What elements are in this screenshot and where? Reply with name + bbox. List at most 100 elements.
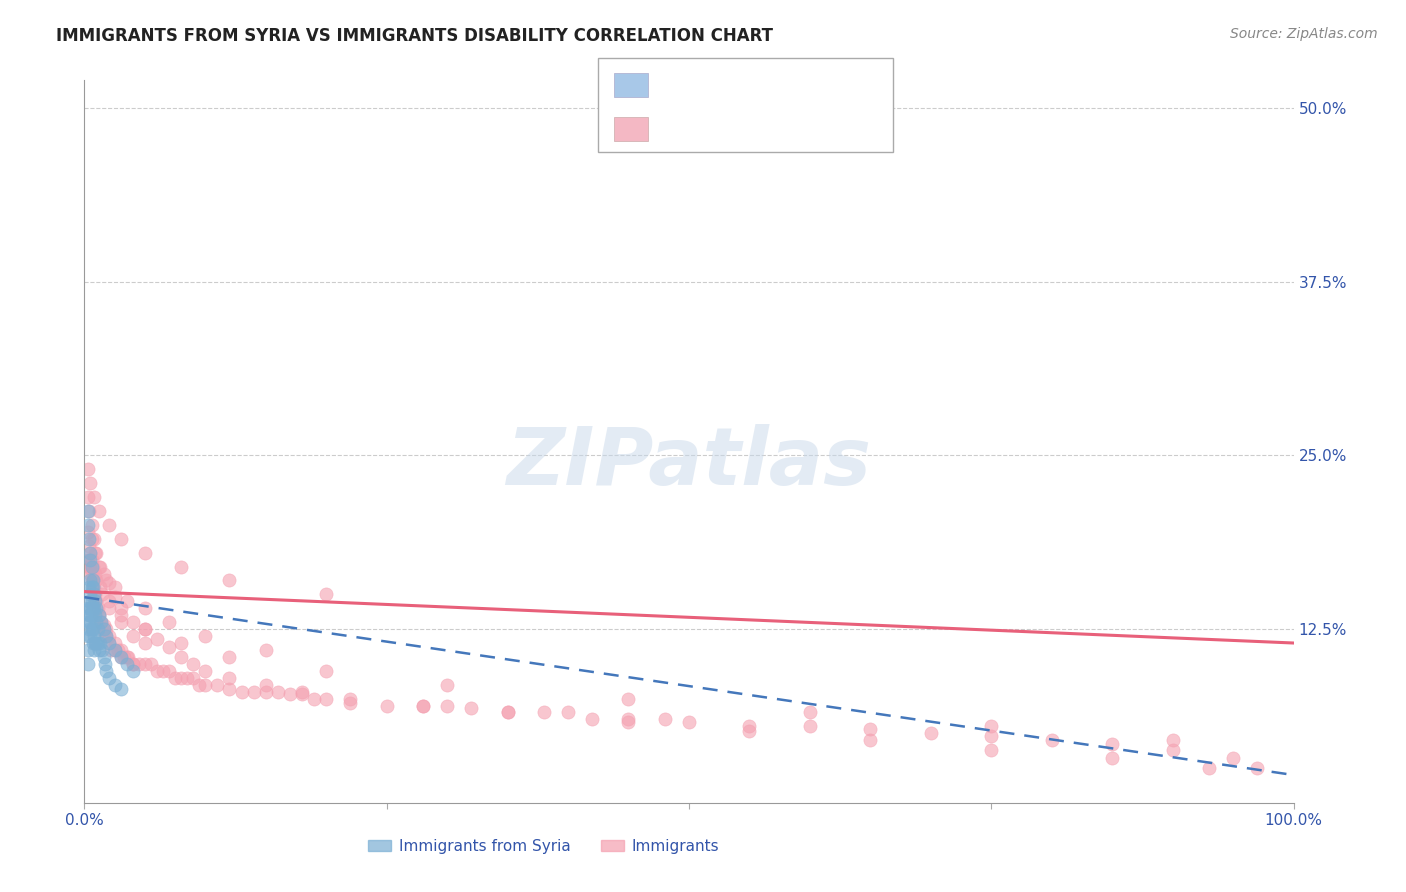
Point bbox=[107, 643, 129, 657]
Point bbox=[104, 643, 127, 657]
Point bbox=[77, 552, 100, 566]
Point bbox=[1222, 751, 1244, 765]
Point bbox=[218, 681, 240, 696]
Point bbox=[617, 715, 640, 730]
Point bbox=[738, 723, 761, 738]
Point bbox=[678, 715, 700, 730]
Legend: Immigrants from Syria, Immigrants: Immigrants from Syria, Immigrants bbox=[363, 833, 725, 860]
Point bbox=[146, 664, 169, 678]
Point bbox=[94, 657, 117, 671]
Text: 61: 61 bbox=[782, 78, 803, 92]
Point bbox=[83, 643, 105, 657]
Point bbox=[104, 678, 127, 692]
Point bbox=[91, 587, 114, 601]
Point bbox=[157, 615, 180, 630]
Point bbox=[91, 643, 114, 657]
Point bbox=[231, 684, 253, 698]
Point bbox=[77, 552, 100, 566]
Text: R =: R = bbox=[654, 78, 688, 92]
Point bbox=[89, 615, 111, 630]
Point bbox=[920, 726, 942, 740]
Point bbox=[89, 636, 111, 650]
Point bbox=[86, 574, 108, 588]
Point bbox=[97, 671, 120, 685]
Point bbox=[77, 615, 100, 630]
Point bbox=[1101, 751, 1123, 765]
Point bbox=[79, 608, 101, 623]
Point bbox=[82, 581, 104, 595]
Point bbox=[80, 517, 103, 532]
Point bbox=[86, 594, 108, 608]
Point bbox=[82, 574, 104, 588]
Point bbox=[1161, 733, 1184, 747]
Point bbox=[799, 719, 821, 733]
Point bbox=[77, 539, 100, 553]
Point bbox=[139, 657, 162, 671]
Point bbox=[100, 643, 122, 657]
Text: ZIPatlas: ZIPatlas bbox=[506, 425, 872, 502]
Point bbox=[84, 636, 107, 650]
Text: N =: N = bbox=[742, 78, 776, 92]
Point bbox=[315, 664, 337, 678]
Point bbox=[104, 636, 127, 650]
Point bbox=[181, 671, 204, 685]
Point bbox=[496, 706, 519, 720]
Point bbox=[339, 691, 361, 706]
Point bbox=[93, 618, 115, 632]
Point bbox=[84, 594, 107, 608]
Point bbox=[181, 657, 204, 671]
Point bbox=[80, 559, 103, 574]
Point bbox=[86, 636, 108, 650]
Point bbox=[170, 559, 193, 574]
Point bbox=[110, 649, 132, 664]
Point bbox=[80, 608, 103, 623]
Point bbox=[176, 671, 198, 685]
Point bbox=[654, 713, 676, 727]
Point bbox=[128, 657, 150, 671]
Point bbox=[617, 691, 640, 706]
Point bbox=[86, 601, 108, 615]
Point bbox=[77, 581, 100, 595]
Point bbox=[1198, 761, 1220, 775]
Point bbox=[83, 490, 105, 504]
Point bbox=[115, 657, 138, 671]
Point bbox=[77, 601, 100, 615]
Point bbox=[84, 546, 107, 560]
Point bbox=[1246, 761, 1268, 775]
Point bbox=[94, 664, 117, 678]
Point bbox=[93, 622, 115, 636]
Point bbox=[94, 629, 117, 643]
Point bbox=[315, 587, 337, 601]
Point bbox=[90, 615, 112, 630]
Point bbox=[121, 615, 143, 630]
Point bbox=[436, 698, 458, 713]
Point bbox=[77, 643, 100, 657]
Point bbox=[134, 636, 156, 650]
Point bbox=[110, 649, 132, 664]
Point bbox=[242, 684, 264, 698]
Point bbox=[110, 608, 132, 623]
Point bbox=[110, 601, 132, 615]
Point bbox=[375, 698, 398, 713]
Point bbox=[77, 517, 100, 532]
Point bbox=[339, 696, 361, 710]
Point bbox=[77, 490, 100, 504]
Point bbox=[77, 622, 100, 636]
Point bbox=[110, 615, 132, 630]
Point bbox=[80, 601, 103, 615]
Point bbox=[980, 719, 1002, 733]
Point bbox=[83, 532, 105, 546]
Point bbox=[170, 671, 193, 685]
Point bbox=[278, 687, 301, 701]
Point bbox=[412, 698, 434, 713]
Point bbox=[87, 643, 110, 657]
Point bbox=[80, 594, 103, 608]
Text: R =: R = bbox=[654, 120, 692, 135]
Point bbox=[859, 722, 882, 736]
Point bbox=[104, 643, 127, 657]
Point bbox=[1161, 743, 1184, 757]
Point bbox=[170, 636, 193, 650]
Point bbox=[157, 664, 180, 678]
Point bbox=[254, 678, 277, 692]
Point bbox=[121, 664, 143, 678]
